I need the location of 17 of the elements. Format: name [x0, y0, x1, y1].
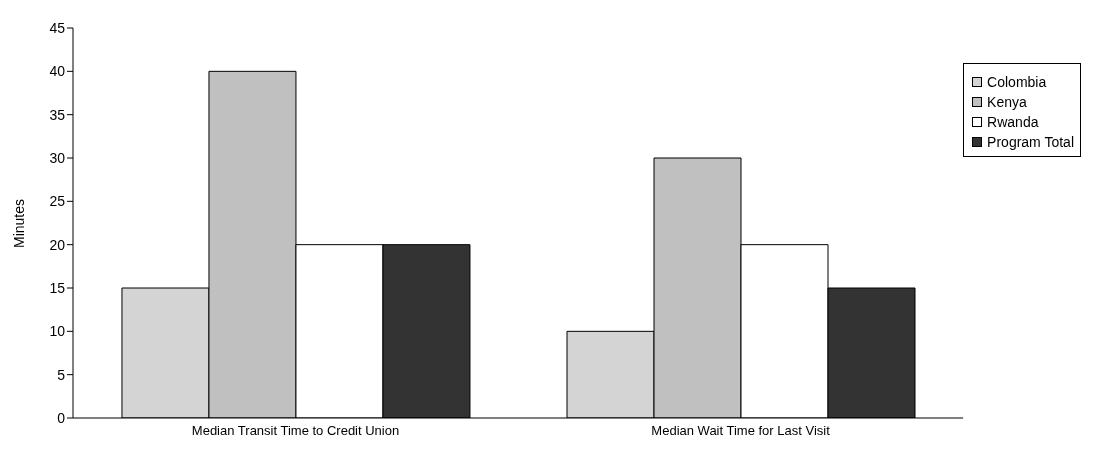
- y-tick-label: 15: [49, 279, 66, 296]
- y-tick-label: 40: [49, 63, 66, 80]
- y-tick-label: 25: [49, 193, 66, 210]
- y-tick-label: 30: [49, 149, 66, 166]
- y-tick-label: 10: [49, 323, 66, 340]
- y-tick-label: 20: [49, 236, 66, 253]
- y-tick-label: 5: [57, 366, 66, 383]
- legend-label: Kenya: [987, 93, 1027, 112]
- y-tick-label: 35: [49, 106, 66, 123]
- legend-label: Colombia: [987, 73, 1047, 92]
- x-tick-label: Median Transit Time to Credit Union: [191, 423, 400, 439]
- x-tick-label: Median Wait Time for Last Visit: [651, 423, 831, 439]
- legend-label: Rwanda: [987, 113, 1039, 132]
- y-axis-title: Minutes: [10, 198, 27, 248]
- y-tick-label: 0: [57, 409, 66, 426]
- legend-label: Program Total: [987, 133, 1074, 152]
- y-tick-label: 45: [49, 19, 66, 36]
